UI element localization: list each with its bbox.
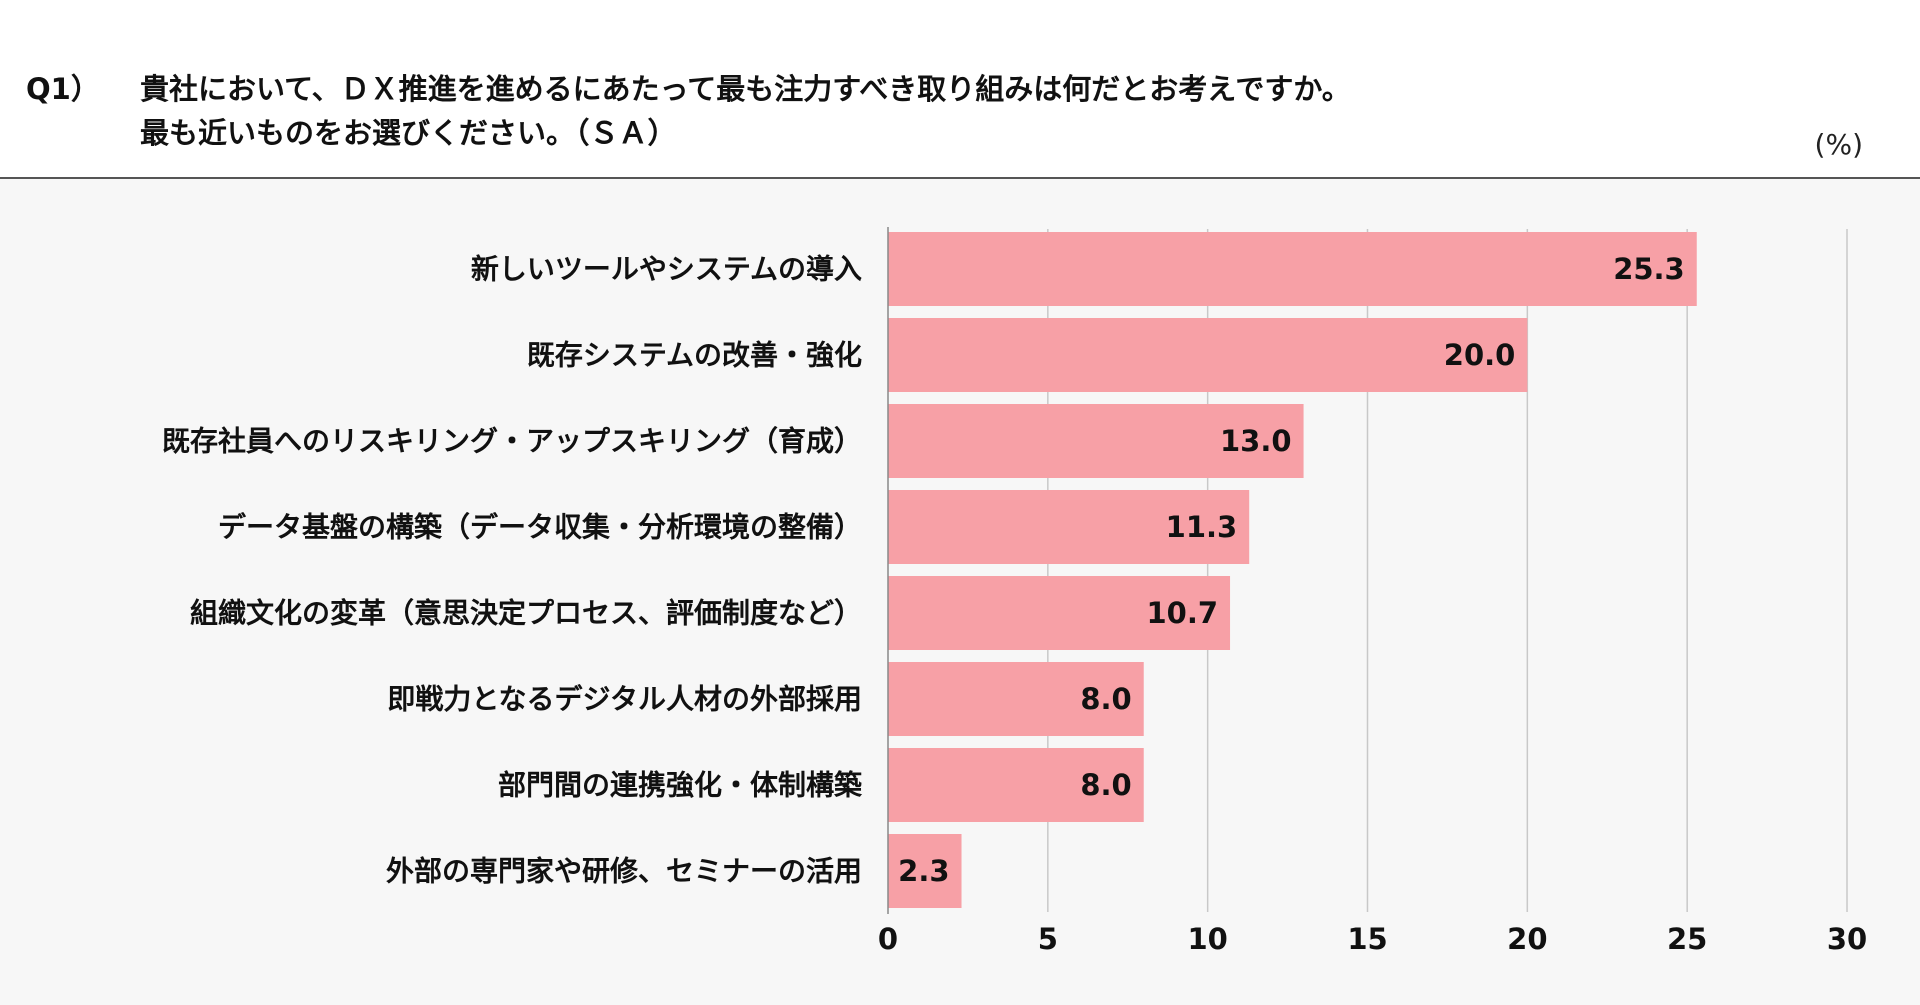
bar xyxy=(888,576,1231,650)
x-tick-label: 10 xyxy=(1187,922,1227,956)
bar xyxy=(888,662,1144,736)
bar xyxy=(888,318,1528,392)
category-label: 既存システムの改善・強化 xyxy=(527,339,862,372)
data-label: 8.0 xyxy=(1080,768,1131,802)
chart-area: 新しいツールやシステムの導入既存システムの改善・強化既存社員へのリスキリング・ア… xyxy=(0,179,1920,1005)
x-tick-label: 30 xyxy=(1827,922,1867,956)
category-label: 組織文化の変革（意思決定プロセス、評価制度など） xyxy=(190,597,862,630)
data-label: 10.7 xyxy=(1146,596,1218,630)
question-number: Q1） xyxy=(26,72,100,106)
bar xyxy=(888,490,1250,564)
data-label: 20.0 xyxy=(1444,338,1516,372)
data-label: 13.0 xyxy=(1220,424,1292,458)
bar xyxy=(888,232,1697,306)
category-label: 新しいツールやシステムの導入 xyxy=(471,253,862,286)
x-tick-label: 5 xyxy=(1038,922,1058,956)
x-tick-label: 0 xyxy=(878,922,898,956)
x-tick-label: 20 xyxy=(1507,922,1547,956)
question-text-line1: 貴社において、ＤＸ推進を進めるにあたって最も注力すべき取り組みは何だとお考えです… xyxy=(140,72,1351,106)
header-divider xyxy=(0,177,1920,179)
unit-label: (%) xyxy=(1814,128,1863,161)
category-label: 部門間の連携強化・体制構築 xyxy=(498,769,863,802)
x-tick-label: 25 xyxy=(1667,922,1707,956)
bar-chart: 新しいツールやシステムの導入既存システムの改善・強化既存社員へのリスキリング・ア… xyxy=(162,227,1867,956)
category-label: 即戦力となるデジタル人材の外部採用 xyxy=(387,683,862,716)
question-header: Q1） 貴社において、ＤＸ推進を進めるにあたって最も注力すべき取り組みは何だとお… xyxy=(0,0,1920,178)
data-label: 2.3 xyxy=(898,854,949,888)
category-label: データ基盤の構築（データ収集・分析環境の整備） xyxy=(218,511,862,544)
category-label: 外部の専門家や研修、セミナーの活用 xyxy=(386,855,862,888)
x-tick-label: 15 xyxy=(1347,922,1387,956)
data-label: 8.0 xyxy=(1080,682,1131,716)
data-label: 11.3 xyxy=(1166,510,1238,544)
bar xyxy=(888,834,962,908)
question-text-line2: 最も近いものをお選びください。（ＳＡ） xyxy=(140,116,677,150)
category-label: 既存社員へのリスキリング・アップスキリング（育成） xyxy=(162,425,862,458)
bar xyxy=(888,404,1304,478)
bar xyxy=(888,748,1144,822)
data-label: 25.3 xyxy=(1613,252,1685,286)
